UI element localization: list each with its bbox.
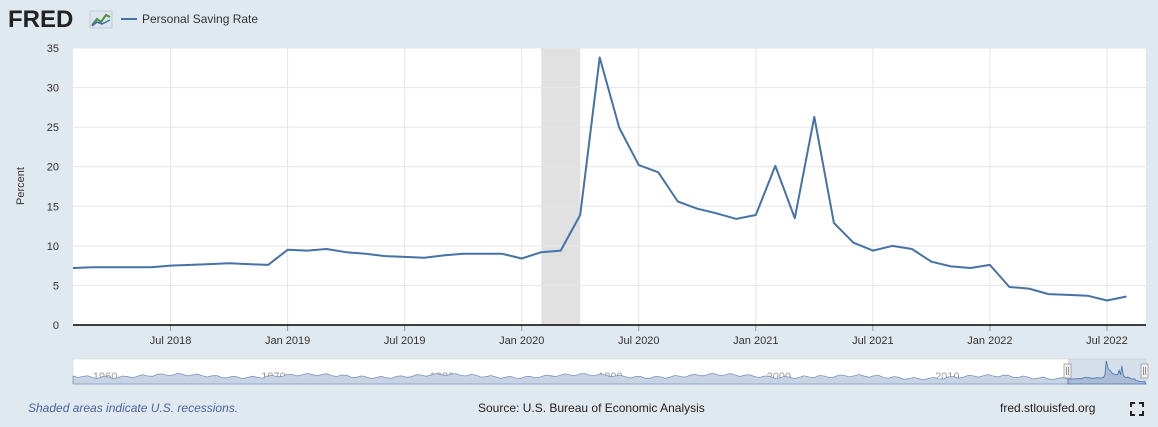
site-link[interactable]: fred.stlouisfed.org (1000, 401, 1096, 415)
recession-note: Shaded areas indicate U.S. recessions. (28, 401, 239, 415)
x-axis: Jul 2018 Jan 2019 Jul 2019 Jan 2020 Jul 2020… (73, 324, 1146, 347)
legend-label: Personal Saving Rate (142, 12, 258, 26)
y-axis: 0 5 10 15 20 25 30 35 (47, 43, 59, 332)
recession-band (541, 48, 581, 325)
y-tick-label: 35 (47, 43, 59, 55)
x-tick-label: Jan 2021 (733, 335, 778, 347)
x-tick-label: Jan 2020 (499, 335, 544, 347)
y-tick-label: 10 (47, 241, 59, 253)
x-tick-label: Jul 2020 (618, 335, 660, 347)
x-tick-label: Jan 2022 (967, 335, 1012, 347)
series-line[interactable] (72, 56, 1127, 302)
logo-text: FRED (8, 6, 73, 33)
y-tick-label: 0 (53, 320, 59, 332)
x-tick-label: Jul 2019 (384, 335, 426, 347)
navigator-handle-left[interactable] (1063, 363, 1072, 379)
y-tick-label: 5 (53, 280, 59, 292)
y-axis-title: Percent (15, 167, 27, 205)
y-tick-label: 30 (47, 83, 59, 95)
x-tick-label: Jan 2019 (265, 335, 310, 347)
y-tick-label: 20 (47, 162, 59, 174)
series[interactable] (72, 56, 1127, 302)
legend[interactable]: Personal Saving Rate (121, 12, 258, 26)
chart-line-icon (89, 10, 113, 29)
y-tick-label: 25 (47, 122, 59, 134)
x-tick-label: Jul 2021 (852, 335, 894, 347)
x-tick-label: Jul 2022 (1086, 335, 1128, 347)
fullscreen-icon[interactable] (1130, 402, 1144, 416)
fred-logo[interactable]: FRED (8, 6, 113, 33)
gridlines (73, 47, 1146, 325)
navigator-series (72, 372, 1069, 385)
recession-shading (541, 48, 581, 325)
source-credit: Source: U.S. Bureau of Economic Analysis (478, 401, 705, 415)
navigator[interactable]: 196019701980199020002010 (72, 358, 1149, 385)
navigator-handle-right[interactable] (1140, 363, 1149, 379)
x-tick-label: Jul 2018 (150, 335, 192, 347)
y-tick-label: 15 (47, 201, 59, 213)
navigator-selected-series (1067, 360, 1147, 385)
